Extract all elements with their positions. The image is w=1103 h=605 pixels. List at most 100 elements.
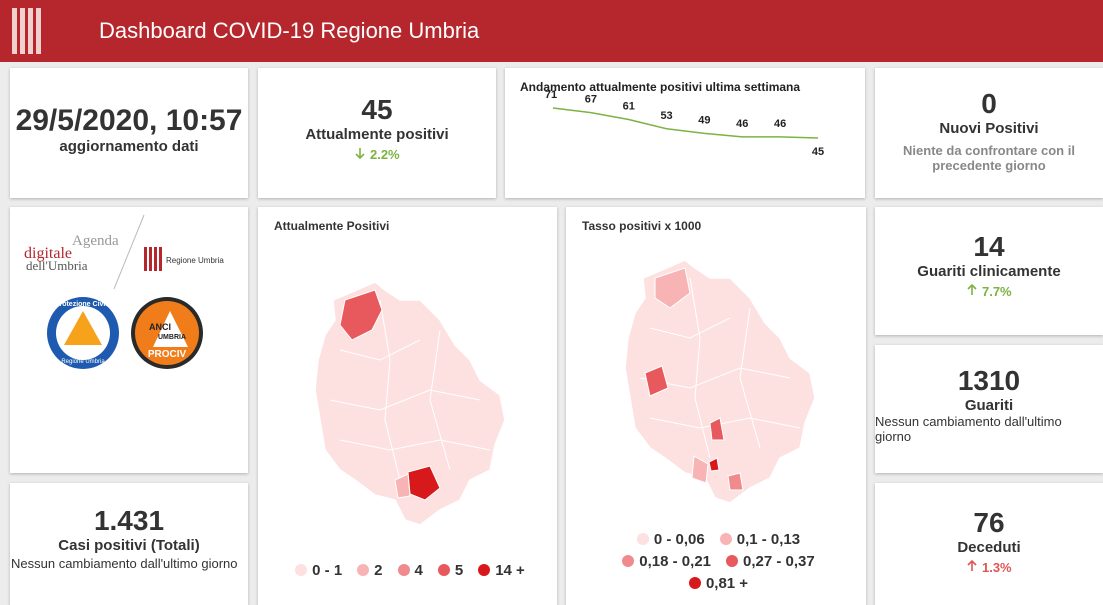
total-label: Casi positivi (Totali) bbox=[58, 537, 200, 554]
clinical-change-value: 7.7% bbox=[981, 284, 1012, 299]
legend-item: 0,27 - 0,37 bbox=[721, 551, 815, 573]
active-change: 2.2% bbox=[258, 147, 496, 162]
new-value: 0 bbox=[981, 88, 997, 119]
logo-icon bbox=[12, 8, 41, 54]
clinical-change: 7.7% bbox=[875, 283, 1103, 299]
map-rate-card: Tasso positivi x 1000 0 - 0,06 0,1 - 0,13… bbox=[566, 207, 866, 605]
deaths-value: 76 bbox=[973, 507, 1005, 538]
logo-text: PROCIV bbox=[148, 349, 187, 360]
legend-item: 2 bbox=[352, 562, 383, 579]
sparkline-line bbox=[552, 107, 819, 139]
legend-label: 14 + bbox=[495, 562, 525, 579]
header: Dashboard COVID-19 Regione Umbria bbox=[0, 0, 1103, 62]
clinical-card: 14 Guariti clinicamente 7.7% bbox=[875, 207, 1103, 335]
logo-text: Regione Umbria bbox=[61, 359, 105, 365]
legend-label: 0,1 - 0,13 bbox=[736, 531, 801, 548]
legend-label: 0 - 1 bbox=[312, 562, 343, 579]
logo-text: UMBRIA bbox=[158, 334, 186, 341]
sparkline: Andamento attualmente positivi ultima se… bbox=[520, 80, 824, 158]
legend-swatch bbox=[622, 555, 635, 567]
recovered-card: 1310 Guariti Nessun cambiamento dall'ult… bbox=[875, 345, 1103, 473]
legend-label: 5 bbox=[454, 562, 464, 579]
data-label: 49 bbox=[698, 114, 710, 126]
logos-card: Agenda digitale dell'Umbria Regione Umbr… bbox=[10, 207, 248, 473]
data-label: 46 bbox=[736, 118, 748, 130]
active-card: 45 Attualmente positivi 2.2% bbox=[258, 68, 496, 198]
regione-icon bbox=[144, 247, 162, 271]
recovered-value: 1310 bbox=[957, 365, 1021, 396]
map-title: Attualmente Positivi bbox=[274, 219, 390, 233]
clinical-label: Guariti clinicamente bbox=[917, 263, 1061, 280]
deaths-change-value: 1.3% bbox=[981, 560, 1012, 575]
recovered-label: Guariti bbox=[964, 397, 1014, 414]
logo-text: digitale bbox=[24, 245, 72, 262]
new-card: 0 Nuovi Positivi Niente da confrontare c… bbox=[875, 68, 1103, 198]
legend-label: 4 bbox=[414, 562, 423, 579]
new-label: Nuovi Positivi bbox=[939, 120, 1039, 137]
legend-swatch bbox=[478, 564, 491, 576]
update-value: 29/5/2020, 10:57 bbox=[15, 104, 243, 137]
deaths-change: 1.3% bbox=[875, 559, 1103, 575]
map bbox=[624, 259, 816, 504]
legend-label: 0,27 - 0,37 bbox=[743, 553, 815, 570]
legend-swatch bbox=[688, 577, 701, 589]
map-title: Tasso positivi x 1000 bbox=[582, 219, 702, 233]
legend-swatch bbox=[437, 564, 450, 576]
clinical-value: 14 bbox=[973, 231, 1005, 262]
legend-swatch bbox=[719, 533, 732, 545]
logo-text: Agenda bbox=[72, 233, 119, 249]
legend-swatch bbox=[295, 564, 308, 576]
legend-label: 2 bbox=[374, 562, 383, 579]
new-note: Niente da confrontare con il precedente … bbox=[903, 143, 1075, 173]
data-label: 53 bbox=[660, 110, 672, 122]
logo-text: ANCI bbox=[149, 322, 171, 332]
active-label: Attualmente positivi bbox=[305, 126, 449, 143]
recovered-note: Nessun cambiamento dall'ultimo giorno bbox=[875, 414, 1062, 444]
active-value: 45 bbox=[361, 94, 393, 125]
legend-label: 0,81 + bbox=[705, 575, 749, 592]
sparkline-title: Andamento attualmente positivi ultima se… bbox=[520, 80, 800, 94]
header-title: Dashboard COVID-19 Regione Umbria bbox=[99, 18, 480, 43]
deaths-card: 76 Deceduti 1.3% bbox=[875, 483, 1103, 605]
data-label: 67 bbox=[585, 94, 597, 106]
total-card: 1.431 Casi positivi (Totali) Nessun camb… bbox=[10, 483, 248, 605]
legend: 0 - 0,06 0,1 - 0,13 0,18 - 0,21 0,27 - 0,37… bbox=[566, 529, 866, 595]
legend-item: 0,81 + bbox=[684, 573, 748, 595]
active-change-value: 2.2% bbox=[369, 147, 400, 162]
data-label: 46 bbox=[774, 118, 786, 130]
total-note: Nessun cambiamento dall'ultimo giorno bbox=[11, 556, 238, 571]
legend-item: 0,18 - 0,21 bbox=[617, 551, 711, 573]
arrow-down bbox=[355, 148, 365, 160]
legend-label: 0,18 - 0,21 bbox=[639, 553, 711, 570]
legend-item: 14 + bbox=[473, 562, 525, 579]
arrow-up bbox=[967, 559, 977, 571]
legend-swatch bbox=[726, 555, 738, 567]
update-label: aggiornamento dati bbox=[59, 138, 199, 155]
update-card: 29/5/2020, 10:57 aggiornamento dati bbox=[10, 68, 248, 198]
legend-item: 0 - 0,06 bbox=[632, 529, 705, 551]
legend-label: 0 - 0,06 bbox=[653, 531, 705, 548]
map bbox=[314, 281, 506, 526]
legend-item: 0,1 - 0,13 bbox=[715, 529, 800, 551]
data-label: 61 bbox=[623, 101, 635, 113]
total-value: 1.431 bbox=[93, 505, 165, 536]
deaths-label: Deceduti bbox=[957, 539, 1021, 556]
legend-swatch bbox=[397, 564, 410, 576]
data-label: 45 bbox=[812, 146, 824, 158]
logos: Agenda digitale dell'Umbria Regione Umbr… bbox=[24, 214, 224, 369]
logo-text: dell'Umbria bbox=[26, 258, 88, 273]
arrow-up bbox=[967, 283, 977, 295]
divider bbox=[113, 214, 145, 290]
legend: 0 - 1 2 4 5 14 + bbox=[258, 562, 557, 579]
logo-text: Protezione Civile bbox=[55, 301, 112, 308]
data-label: 71 bbox=[545, 89, 557, 101]
legend-swatch bbox=[636, 533, 649, 545]
legend-swatch bbox=[357, 564, 370, 576]
legend-item: 4 bbox=[393, 562, 423, 579]
map-active-card: Attualmente Positivi 0 - 1 2 4 5 14 + bbox=[258, 207, 557, 605]
logo-text: Regione Umbria bbox=[166, 256, 224, 265]
legend-item: 5 bbox=[433, 562, 463, 579]
sparkline-card: Andamento attualmente positivi ultima se… bbox=[505, 68, 865, 198]
legend-item: 0 - 1 bbox=[290, 562, 342, 579]
